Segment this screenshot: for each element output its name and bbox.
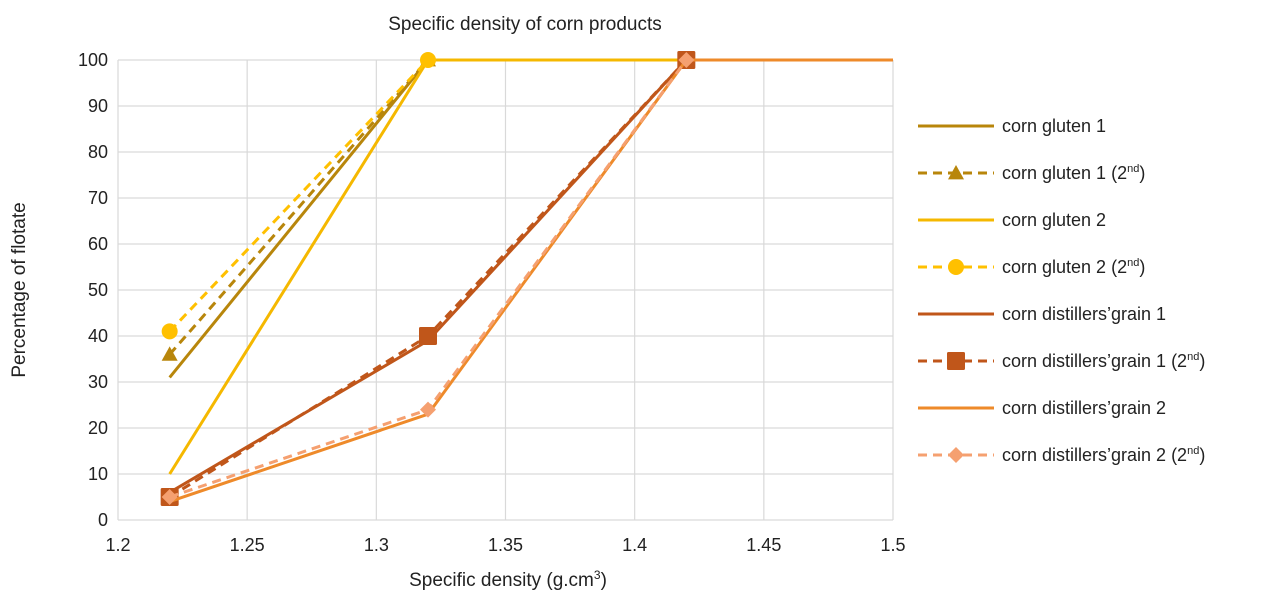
legend-item: corn gluten 1	[918, 116, 1106, 136]
y-tick-label: 80	[88, 142, 108, 162]
data-point	[419, 327, 437, 345]
chart-title: Specific density of corn products	[388, 14, 662, 35]
y-tick-label: 60	[88, 234, 108, 254]
legend-item: corn distillers’grain 2	[918, 398, 1166, 418]
y-axis-label: Percentage of flotate	[9, 202, 30, 377]
legend-item: corn distillers’grain 2 (2nd)	[918, 445, 1205, 465]
x-tick-label: 1.5	[880, 535, 905, 555]
data-point	[161, 323, 178, 340]
series-2	[161, 52, 436, 361]
legend-label: corn distillers’grain 1 (2nd)	[1002, 351, 1205, 371]
x-tick-label: 1.45	[746, 535, 781, 555]
gridlines	[117, 59, 894, 521]
series-6	[160, 51, 696, 506]
legend-item: corn gluten 2	[918, 210, 1106, 230]
y-tick-label: 50	[88, 280, 108, 300]
legend-marker	[948, 259, 964, 275]
x-axis-label: Specific density (g.cm3)	[409, 568, 607, 591]
legend-label: corn distillers’grain 2	[1002, 398, 1166, 418]
x-tick-label: 1.3	[364, 535, 389, 555]
legend-label: corn distillers’grain 2 (2nd)	[1002, 445, 1205, 465]
series-4	[161, 52, 436, 340]
data-point	[678, 52, 695, 68]
y-tick-label: 0	[98, 510, 108, 530]
series-8	[161, 52, 695, 505]
series-line	[168, 59, 430, 356]
series-7	[169, 58, 893, 504]
data-point	[161, 489, 178, 505]
y-tick-label: 70	[88, 188, 108, 208]
legend-item: corn gluten 2 (2nd)	[918, 257, 1145, 277]
y-tick-label: 30	[88, 372, 108, 392]
data-point	[161, 346, 178, 361]
tick-labels: 0 10 20 30 40 50 60 70 80 90 100 1.2 1.25 1.3 1.35 1.4 1…	[78, 50, 906, 555]
legend: corn gluten 1 corn gluten 1 (2nd) corn glu…	[918, 116, 1205, 465]
legend-label: corn gluten 1 (2nd)	[1002, 163, 1145, 183]
legend-label: corn distillers’grain 1	[1002, 304, 1166, 324]
series-line	[169, 58, 893, 504]
y-tick-label: 20	[88, 418, 108, 438]
legend-item: corn distillers’grain 1 (2nd)	[918, 351, 1205, 371]
legend-label: corn gluten 1	[1002, 116, 1106, 136]
series-line	[168, 58, 430, 333]
x-tick-label: 1.2	[105, 535, 130, 555]
y-tick-label: 40	[88, 326, 108, 346]
legend-label: corn gluten 2	[1002, 210, 1106, 230]
y-tick-label: 100	[78, 50, 108, 70]
series-line	[168, 58, 893, 475]
x-tick-label: 1.35	[488, 535, 523, 555]
y-tick-label: 90	[88, 96, 108, 116]
legend-marker	[947, 352, 965, 370]
data-point	[420, 52, 436, 68]
legend-item: corn distillers’grain 1	[918, 304, 1166, 324]
data-point	[420, 401, 436, 418]
legend-marker	[948, 447, 964, 463]
x-tick-label: 1.4	[622, 535, 647, 555]
legend-label: corn gluten 2 (2nd)	[1002, 257, 1145, 277]
legend-item: corn gluten 1 (2nd)	[918, 163, 1145, 183]
x-tick-label: 1.25	[230, 535, 265, 555]
legend-marker	[948, 165, 964, 180]
series-3	[168, 58, 893, 475]
y-tick-label: 10	[88, 464, 108, 484]
series-layer	[160, 51, 893, 506]
